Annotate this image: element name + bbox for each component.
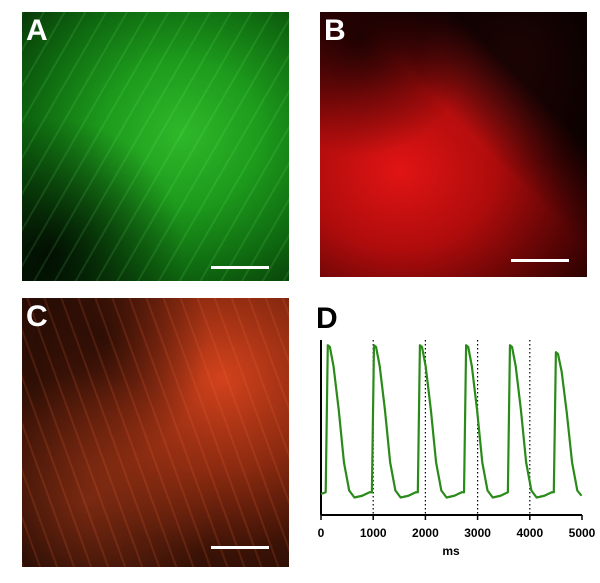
- x-tick-label: 2000: [412, 526, 439, 540]
- scale-bar: [211, 546, 269, 549]
- chart: D ms 0 1000 2000 3000 4000 5000: [316, 302, 596, 558]
- panel-label: C: [26, 300, 48, 333]
- panel-label: B: [324, 14, 346, 47]
- x-tick-label: 1000: [360, 526, 387, 540]
- scale-bar: [511, 259, 569, 262]
- panel-label: D: [316, 302, 338, 335]
- panel-label: A: [26, 14, 48, 47]
- x-tick-label: 4000: [516, 526, 543, 540]
- trace: [320, 344, 583, 499]
- micrograph-b: B: [320, 12, 587, 277]
- x-tick-label: 5000: [569, 526, 596, 540]
- scale-bar: [211, 266, 269, 269]
- x-tick-label: 3000: [464, 526, 491, 540]
- x-axis-label: ms: [442, 544, 460, 558]
- x-tick-label: 0: [318, 526, 325, 540]
- micrograph-c: C: [22, 298, 289, 567]
- micrograph-a: A: [22, 12, 289, 281]
